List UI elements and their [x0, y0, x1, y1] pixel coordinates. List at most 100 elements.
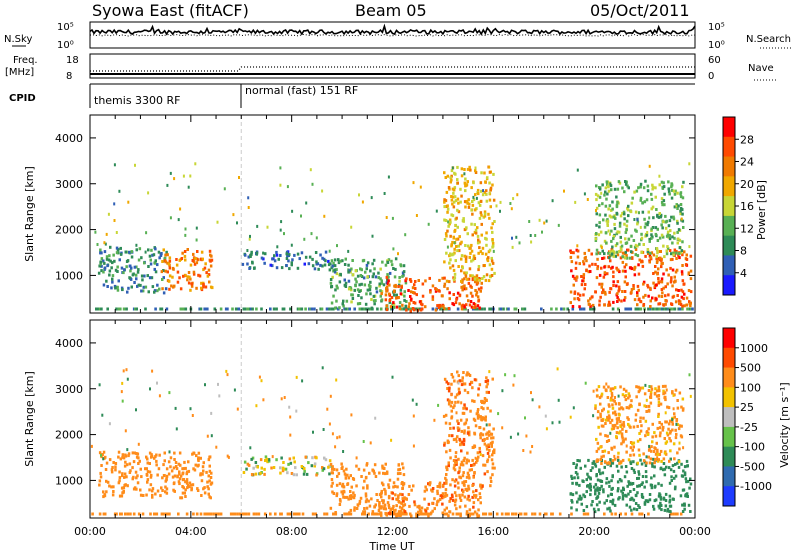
velocity-cell [481, 484, 484, 488]
velocity-cell [666, 507, 670, 511]
velocity-cell [637, 504, 640, 508]
power-cell [529, 234, 532, 237]
power-cell [443, 171, 446, 175]
velocity-cell [627, 480, 630, 484]
velocity-colorbar-swatch [723, 407, 735, 428]
velocity-cell [689, 394, 692, 398]
power-cell [161, 260, 164, 263]
velocity-cell [589, 477, 592, 481]
power-cell [686, 307, 689, 311]
power-cell [598, 251, 602, 255]
power-cell [111, 274, 115, 278]
velocity-cell [259, 458, 263, 462]
velocity-cell [477, 455, 480, 459]
velocity-cell [654, 387, 657, 391]
velocity-cell [492, 450, 495, 454]
velocity-cell [613, 410, 617, 414]
power-cell [457, 244, 460, 248]
velocity-cell [367, 512, 370, 516]
power-cell [621, 211, 624, 215]
velocity-cell [636, 439, 640, 443]
velocity-colorbar-tick-label: 1000 [740, 342, 768, 355]
velocity-cell [625, 406, 629, 410]
velocity-cell [401, 493, 404, 497]
power-cell [475, 293, 478, 297]
velocity-cell [630, 399, 633, 403]
velocity-cell [372, 512, 375, 516]
power-cell [480, 189, 483, 193]
power-cell [648, 260, 651, 264]
velocity-cell [484, 418, 487, 422]
power-cell [445, 251, 448, 255]
velocity-cell [485, 390, 489, 394]
power-cell [343, 283, 347, 287]
power-cell [477, 265, 481, 268]
power-cell [122, 307, 126, 311]
velocity-cell [663, 437, 666, 440]
velocity-cell [156, 489, 160, 493]
power-cell [678, 302, 681, 306]
power-cell [639, 198, 642, 202]
velocity-cell [161, 489, 164, 492]
velocity-cell [168, 512, 171, 516]
power-cell [269, 307, 272, 311]
power-cell [460, 194, 463, 198]
velocity-cell [254, 472, 258, 476]
velocity-cell [149, 475, 153, 479]
power-cell [678, 246, 682, 250]
velocity-cell [323, 456, 326, 460]
power-cell [474, 305, 477, 309]
velocity-cell [335, 494, 338, 498]
power-cell [198, 274, 202, 278]
velocity-cell [594, 488, 597, 492]
power-cell [604, 292, 607, 296]
power-cell [571, 307, 575, 311]
power-cell [448, 222, 451, 226]
power-cell [266, 225, 269, 229]
power-cell [481, 252, 484, 256]
velocity-cell [608, 484, 611, 488]
velocity-cell [132, 512, 136, 516]
power-cell [379, 267, 382, 271]
velocity-cell [587, 475, 590, 479]
power-cell [656, 272, 659, 276]
power-cell [334, 288, 337, 292]
velocity-cell [487, 390, 490, 394]
velocity-cell [254, 461, 258, 464]
velocity-cell [491, 462, 495, 466]
velocity-cell [408, 512, 412, 516]
velocity-cell [456, 435, 459, 439]
power-cell [660, 288, 664, 291]
velocity-cell [657, 482, 660, 486]
velocity-cell [611, 406, 615, 410]
power-cell [670, 215, 673, 219]
velocity-cell [641, 495, 645, 499]
velocity-cell [367, 499, 370, 503]
power-cell [624, 182, 628, 186]
velocity-cell [452, 406, 455, 410]
velocity-cell [401, 499, 405, 503]
power-cell [668, 192, 671, 196]
velocity-cell [330, 478, 334, 481]
velocity-cell [569, 492, 573, 496]
power-cell [618, 230, 621, 234]
velocity-cell [436, 485, 439, 488]
power-cell [324, 259, 327, 263]
power-cell [640, 232, 643, 236]
power-cell [627, 248, 630, 252]
velocity-cell [652, 504, 655, 508]
power-cell [663, 192, 666, 196]
power-cell [654, 195, 657, 199]
velocity-cell [180, 496, 184, 500]
velocity-cell [381, 464, 384, 468]
velocity-cell [335, 378, 338, 382]
power-cell [669, 258, 673, 262]
power-cell [405, 300, 408, 303]
power-cell [644, 179, 647, 183]
velocity-cell [163, 459, 166, 463]
power-cell [442, 304, 445, 308]
velocity-cell [168, 450, 171, 454]
power-cell [609, 259, 612, 263]
power-cell [478, 246, 481, 250]
power-cell [597, 251, 600, 255]
